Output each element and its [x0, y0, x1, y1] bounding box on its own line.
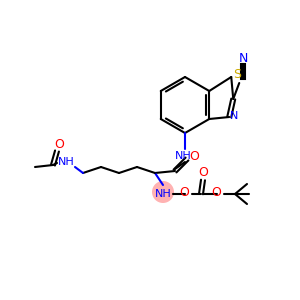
Text: NH: NH [58, 157, 74, 167]
Text: N: N [230, 111, 238, 121]
Text: S: S [233, 68, 241, 80]
Text: O: O [179, 187, 189, 200]
Text: NH: NH [154, 189, 171, 199]
Text: O: O [54, 137, 64, 151]
Text: N: N [238, 52, 248, 64]
Text: O: O [198, 167, 208, 179]
Text: NH: NH [175, 151, 191, 161]
Ellipse shape [152, 181, 174, 203]
Text: O: O [211, 187, 221, 200]
Text: O: O [189, 149, 199, 163]
